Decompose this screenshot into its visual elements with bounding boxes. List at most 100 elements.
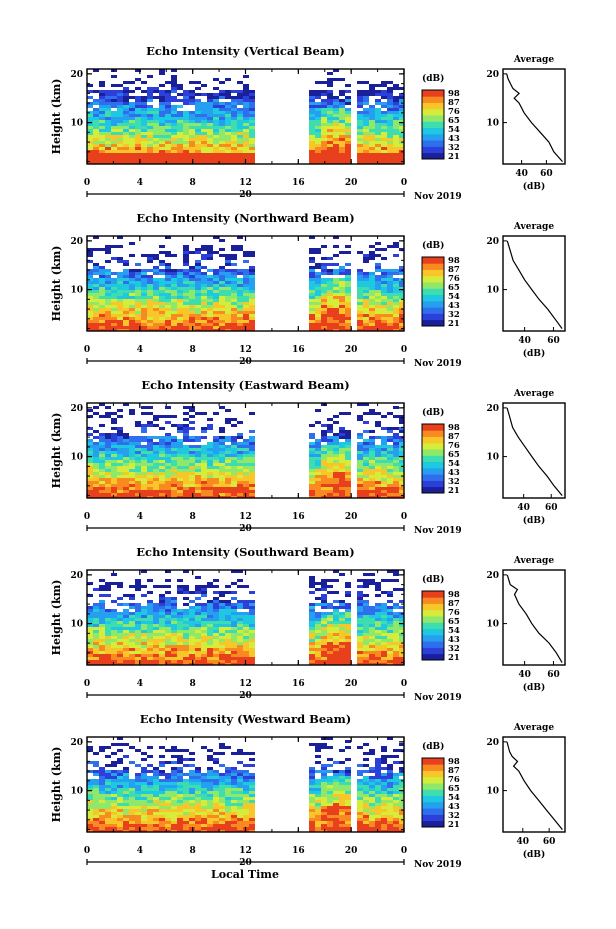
heatmap-cell xyxy=(153,493,159,496)
heatmap-cell xyxy=(393,284,399,287)
heatmap-cell xyxy=(87,162,93,164)
heatmap-cell xyxy=(165,627,171,630)
heatmap-cell xyxy=(189,156,195,159)
heatmap-cell xyxy=(345,642,351,645)
heatmap-cell xyxy=(177,624,183,627)
heatmap-cell xyxy=(225,454,231,457)
heatmap-cell xyxy=(141,463,147,466)
heatmap-cell xyxy=(99,81,105,84)
heatmap-cell xyxy=(117,290,123,293)
heatmap-cell xyxy=(231,138,237,141)
heatmap-cell xyxy=(177,493,183,496)
heatmap-cell xyxy=(117,96,123,99)
heatmap-cell xyxy=(369,272,375,275)
heatmap-cell xyxy=(195,466,201,469)
heatmap-cell xyxy=(135,78,141,81)
heatmap-cell xyxy=(369,150,375,153)
heatmap-cell xyxy=(237,308,243,311)
heatmap-cell xyxy=(339,454,345,457)
heatmap-cell xyxy=(159,436,165,439)
heatmap-cell xyxy=(393,663,399,665)
x-tick-label: 4 xyxy=(137,679,143,689)
heatmap-cell xyxy=(99,770,105,773)
x-tick-label: 4 xyxy=(137,345,143,355)
heatmap-cell xyxy=(165,159,171,162)
heatmap-cell xyxy=(141,773,147,776)
heatmap-cell xyxy=(93,487,99,490)
heatmap-cell xyxy=(327,305,333,308)
heatmap-cell xyxy=(381,466,387,469)
heatmap-cell xyxy=(225,469,231,472)
heatmap-cell xyxy=(105,782,111,785)
heatmap-cell xyxy=(147,141,153,144)
heatmap-cell xyxy=(195,481,201,484)
heatmap-cell xyxy=(93,788,99,791)
heatmap-cell xyxy=(189,642,195,645)
heatmap-cell xyxy=(99,457,105,460)
colorbar-tick-label: 54 xyxy=(448,292,460,302)
heatmap-cell xyxy=(357,272,363,275)
heatmap-cell xyxy=(195,296,201,299)
heatmap-cell xyxy=(93,615,99,618)
heatmap-cell xyxy=(147,615,153,618)
heatmap-cell xyxy=(159,323,165,326)
heatmap-cell xyxy=(147,636,153,639)
heatmap-cell xyxy=(321,636,327,639)
heatmap-cell xyxy=(315,123,321,126)
heatmap-cell xyxy=(201,609,207,612)
heatmap-cell xyxy=(87,311,93,314)
heatmap-cell xyxy=(237,570,243,573)
heatmap-cell xyxy=(159,603,165,606)
heatmap-cell xyxy=(225,141,231,144)
heatmap-cell xyxy=(219,266,225,269)
heatmap-cell xyxy=(357,615,363,618)
heatmap-cell xyxy=(201,93,207,96)
heatmap-cell xyxy=(87,782,93,785)
heatmap-cell xyxy=(135,484,141,487)
heatmap-cell xyxy=(315,275,321,278)
heatmap-cell xyxy=(93,782,99,785)
heatmap-cell xyxy=(117,639,123,642)
heatmap-cell xyxy=(387,153,393,156)
heatmap-cell xyxy=(375,299,381,302)
heatmap-cell xyxy=(93,806,99,809)
heatmap-cell xyxy=(357,654,363,657)
heatmap-cell xyxy=(249,475,255,478)
heatmap-cell xyxy=(99,326,105,329)
heatmap-cell xyxy=(333,469,339,472)
heatmap-cell xyxy=(177,162,183,164)
heatmap-cell xyxy=(231,150,237,153)
colorbar-tick-label: 32 xyxy=(448,477,460,487)
heatmap-cell xyxy=(363,302,369,305)
heatmap-cell xyxy=(339,266,345,269)
heatmap-cell xyxy=(237,314,243,317)
heatmap-cell xyxy=(363,138,369,141)
heatmap-cell xyxy=(219,90,225,93)
heatmap-cell xyxy=(393,117,399,120)
heatmap-cell xyxy=(309,424,315,427)
heatmap-cell xyxy=(249,108,255,111)
heatmap-cell xyxy=(177,132,183,135)
heatmap-cell xyxy=(375,412,381,415)
heatmap-cell xyxy=(147,406,153,409)
heatmap-cell xyxy=(345,460,351,463)
heatmap-cell xyxy=(93,147,99,150)
heatmap-cell xyxy=(129,663,135,665)
heatmap-cell xyxy=(207,135,213,138)
heatmap-cell xyxy=(129,123,135,126)
heatmap-cell xyxy=(153,487,159,490)
heatmap-cell xyxy=(135,159,141,162)
heatmap-cell xyxy=(387,314,393,317)
heatmap-cell xyxy=(189,293,195,296)
heatmap-cell xyxy=(381,81,387,84)
heatmap-cell xyxy=(171,323,177,326)
heatmap-cell xyxy=(171,114,177,117)
heatmap-cell xyxy=(381,627,387,630)
date-label: Nov 2019 xyxy=(414,693,462,703)
heatmap-cell xyxy=(231,269,237,272)
heatmap-cell xyxy=(93,302,99,305)
heatmap-cell xyxy=(363,144,369,147)
heatmap-cell xyxy=(243,320,249,323)
heatmap-cell xyxy=(111,633,117,636)
heatmap-cell xyxy=(345,90,351,93)
